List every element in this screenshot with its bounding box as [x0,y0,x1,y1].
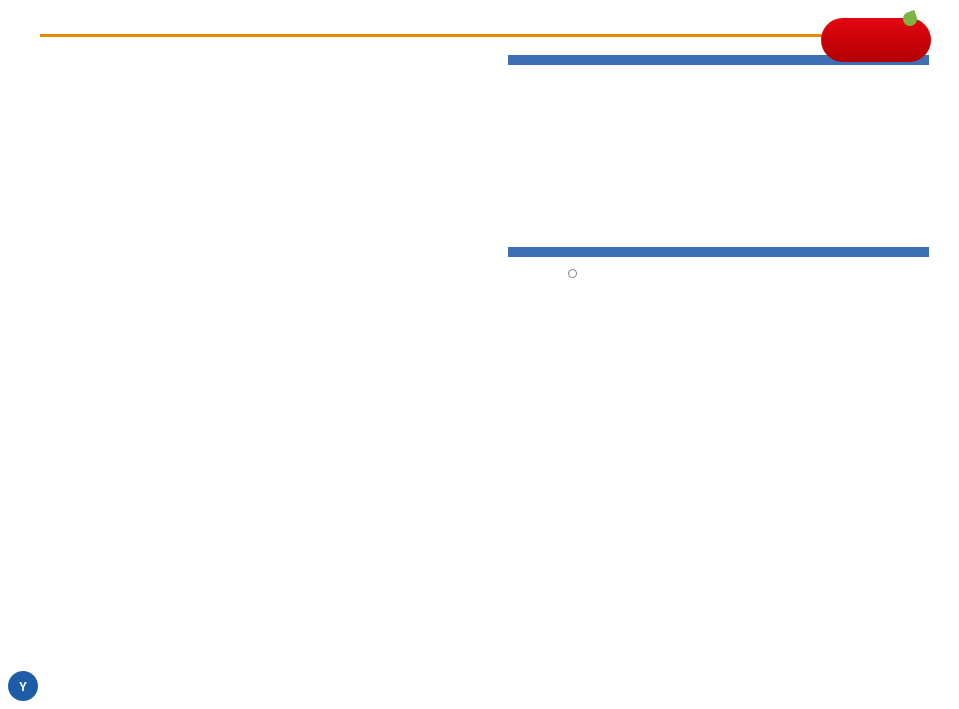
combo-chart [508,263,929,483]
combo-legend [568,269,583,278]
bullet-column [40,55,490,483]
footer-logo: Y [8,671,44,701]
stacked-bar-chart [508,71,638,221]
charts-column [508,55,929,483]
brand-logo [821,18,931,62]
combo-title [508,247,929,257]
title-rule [40,34,929,37]
pie-chart [648,71,929,241]
